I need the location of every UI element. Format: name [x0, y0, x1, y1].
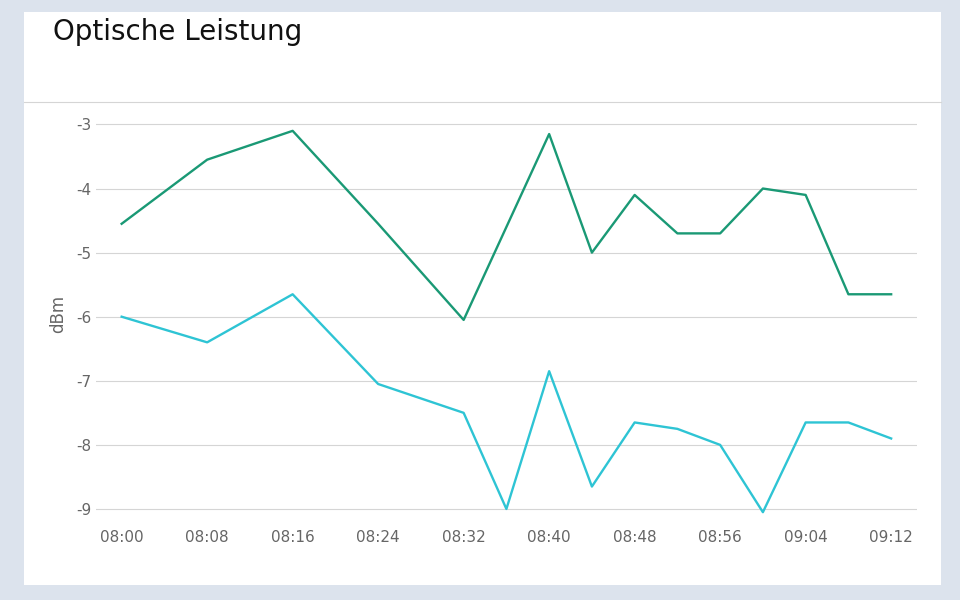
Y-axis label: dBm: dBm — [50, 295, 67, 332]
Text: Optische Leistung: Optische Leistung — [53, 18, 302, 46]
